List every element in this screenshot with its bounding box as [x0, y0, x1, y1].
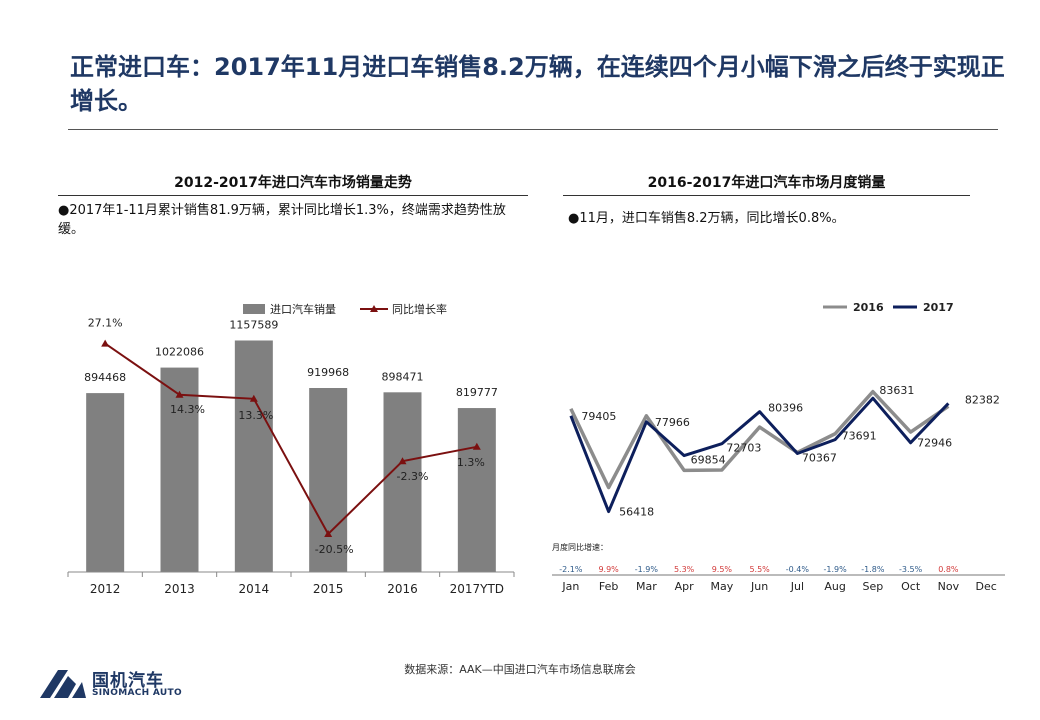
bar-value-label: 919968 — [307, 366, 349, 379]
bar-sales — [234, 340, 273, 572]
left-panel-bullet: ●2017年1-11月累计销售81.9万辆，累计同比增长1.3%，终端需求趋势性… — [58, 203, 506, 237]
right-panel-title: 2016-2017年进口汽车市场月度销量 — [647, 175, 886, 191]
bar-sales — [383, 392, 422, 572]
growth-row-title: 月度同比增速： — [552, 542, 608, 552]
monthly-growth-label: 9.9% — [598, 565, 619, 574]
monthly-growth-label: -2.1% — [559, 565, 583, 574]
data-label-2017: 70367 — [802, 451, 837, 464]
legend-swatch-sales — [243, 304, 265, 314]
bar-value-label: 819777 — [456, 386, 498, 399]
x-tick-label: 2015 — [313, 582, 344, 596]
month-tick-label: Oct — [901, 580, 921, 593]
data-label-2017: 82382 — [965, 393, 1000, 406]
monthly-growth-label: 5.3% — [674, 565, 695, 574]
x-tick-label: 2017YTD — [450, 582, 504, 596]
growth-rate-line — [104, 342, 478, 536]
data-label-2017: 73691 — [842, 430, 877, 443]
growth-rate-marker — [324, 530, 333, 537]
series-line-2016 — [569, 389, 950, 490]
month-tick-label: Mar — [636, 580, 657, 593]
month-tick-label: May — [711, 580, 734, 593]
bar-value-label: 1022086 — [155, 346, 204, 359]
x-tick-label: 2016 — [387, 582, 418, 596]
legend-marker-growth — [370, 305, 378, 312]
month-tick-label: Dec — [975, 580, 996, 593]
monthly-growth-label: -3.5% — [899, 565, 923, 574]
growth-rate-marker — [472, 442, 481, 450]
monthly-growth-label: 0.8% — [938, 565, 959, 574]
growth-rate-marker — [398, 457, 407, 465]
bar-value-label: 1157589 — [229, 318, 278, 331]
month-tick-label: Jan — [561, 580, 579, 593]
data-label-2017: 77966 — [655, 416, 690, 429]
x-tick-label: 2013 — [164, 582, 195, 596]
bar-sales — [86, 393, 125, 572]
growth-rate-label: 1.3% — [457, 456, 485, 469]
logo-chinese-name: 国机汽车 — [92, 671, 164, 691]
growth-rate-label: 27.1% — [88, 317, 123, 330]
month-tick-label: Jul — [790, 580, 804, 593]
logo-english-name: SINOMACH AUTO — [92, 688, 182, 698]
bar-value-label: 898471 — [382, 370, 424, 383]
logo-mark-icon — [40, 670, 86, 698]
monthly-growth-label: -1.9% — [824, 565, 848, 574]
left-panel-divider — [58, 195, 528, 196]
x-tick-label: 2014 — [239, 582, 270, 596]
data-source-note: 数据来源：AAK—中国进口汽车市场信息联席会 — [404, 663, 636, 676]
data-label-2017: 79405 — [581, 410, 616, 423]
legend-label-2017: 2017 — [923, 301, 954, 314]
legend-label-growth: 同比增长率 — [392, 302, 447, 316]
growth-rate-marker — [249, 394, 258, 402]
right-panel-divider — [563, 195, 970, 196]
data-label-2017: 56418 — [619, 506, 654, 519]
series-line-2017 — [569, 396, 950, 514]
company-logo: 国机汽车 SINOMACH AUTO — [38, 664, 188, 704]
monthly-growth-label: 9.5% — [712, 565, 733, 574]
data-label-2017: 83631 — [879, 384, 914, 397]
bar-value-label: 894468 — [84, 371, 126, 384]
growth-rate-marker — [175, 390, 184, 398]
data-label-2017: 69854 — [691, 454, 726, 467]
page-title: 正常进口车：2017年11月进口车销售8.2万辆，在连续四个月小幅下滑之后终于实… — [70, 53, 1005, 115]
right-panel-bullet: ●11月，进口车销售8.2万辆，同比增长0.8%。 — [568, 211, 845, 226]
month-tick-label: Aug — [824, 580, 845, 593]
monthly-growth-label: -1.9% — [635, 565, 659, 574]
bar-sales — [309, 388, 348, 572]
left-panel-title: 2012-2017年进口汽车市场销量走势 — [174, 175, 412, 191]
month-tick-label: Nov — [938, 580, 960, 593]
legend-label-sales: 进口汽车销量 — [270, 302, 336, 316]
monthly-growth-label: -0.4% — [786, 565, 810, 574]
growth-rate-label: 14.3% — [170, 403, 205, 416]
month-tick-label: Apr — [675, 580, 695, 593]
growth-rate-label: -2.3% — [397, 470, 429, 483]
monthly-growth-label: -1.8% — [861, 565, 885, 574]
bar-sales — [160, 367, 199, 572]
data-label-2017: 72946 — [917, 437, 952, 450]
growth-rate-marker — [101, 339, 110, 347]
growth-rate-label: -20.5% — [315, 543, 354, 556]
x-tick-label: 2012 — [90, 582, 121, 596]
monthly-growth-label: 5.5% — [749, 565, 770, 574]
data-label-2017: 72703 — [726, 442, 761, 455]
legend-label-2016: 2016 — [853, 301, 884, 314]
title-divider — [68, 129, 998, 130]
month-tick-label: Feb — [599, 580, 618, 593]
month-tick-label: Sep — [863, 580, 884, 593]
growth-rate-label: 13.3% — [238, 409, 273, 422]
month-tick-label: Jun — [750, 580, 768, 593]
bar-sales — [457, 408, 496, 572]
data-label-2017: 80396 — [768, 402, 803, 415]
